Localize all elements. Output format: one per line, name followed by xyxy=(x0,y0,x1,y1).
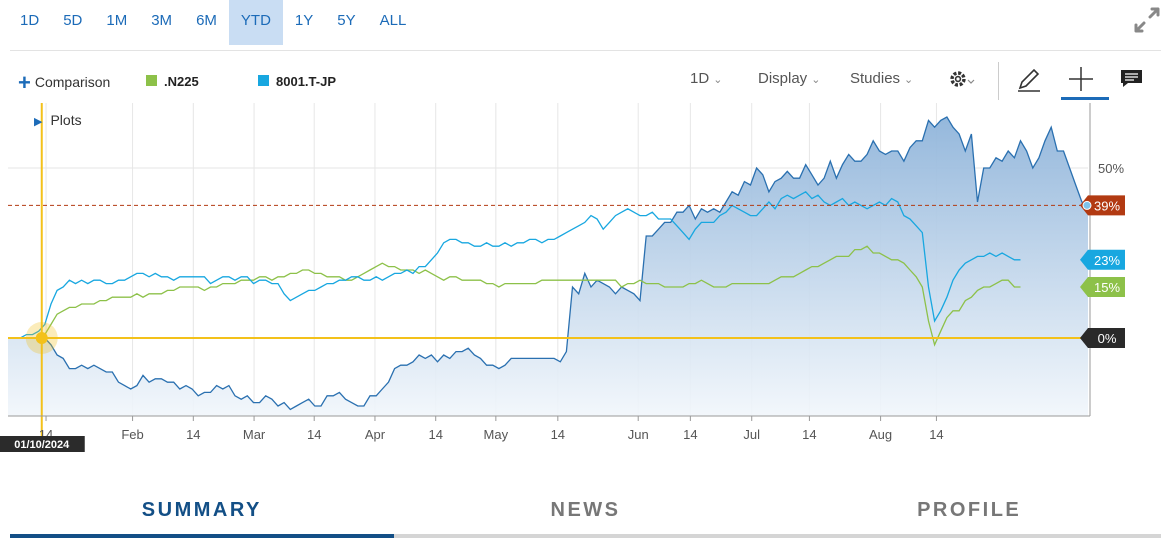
x-tick-label: 14 xyxy=(802,427,816,442)
price-chart[interactable]: 14 Feb 14 Mar 14 Apr 14 May 14 Jun 14 Jul 14 Aug 1450%… xyxy=(0,100,1171,460)
y-tick-label: 50% xyxy=(1098,161,1124,176)
x-tick-label: 14 xyxy=(428,427,442,442)
x-tick-label: 14 xyxy=(683,427,697,442)
value-badge xyxy=(1080,328,1125,348)
chart-toolbar: + Comparison .N225 8001.T-JP 1D ⌄ Display ⌄… xyxy=(0,60,1171,102)
value-badge xyxy=(1080,277,1125,297)
range-button-all[interactable]: ALL xyxy=(379,12,407,29)
interval-label: 1D xyxy=(690,70,710,87)
tab-profile[interactable]: PROFILE xyxy=(777,488,1162,538)
range-button-5y[interactable]: 5Y xyxy=(337,12,356,29)
x-tick-label: 14 xyxy=(929,427,943,442)
gear-icon[interactable] xyxy=(946,64,976,94)
main-series-line xyxy=(8,116,1089,411)
range-divider xyxy=(10,50,1161,51)
add-comparison-button[interactable]: + Comparison xyxy=(18,70,110,96)
legend-label: .N225 xyxy=(164,74,199,89)
value-badge xyxy=(1080,249,1125,270)
legend-item-8001[interactable]: 8001.T-JP xyxy=(258,74,336,89)
legend-label: 8001.T-JP xyxy=(276,74,336,89)
triangle-right-icon: ▶ xyxy=(34,116,43,128)
x-tick-label: Jun xyxy=(628,427,649,442)
legend-swatch xyxy=(258,75,269,86)
studies-label: Studies xyxy=(850,70,901,87)
studies-dropdown[interactable]: Studies ⌄ xyxy=(850,70,913,87)
value-badge-label: 0% xyxy=(1098,331,1117,346)
crosshair-icon[interactable] xyxy=(1066,64,1096,94)
chevron-down-icon: ⌄ xyxy=(713,74,723,86)
display-label: Display xyxy=(758,70,808,87)
series-line-comp xyxy=(8,190,1021,339)
x-tick-label: Mar xyxy=(243,427,266,442)
expand-icon[interactable] xyxy=(1133,6,1161,34)
range-button-1d[interactable]: 1D xyxy=(20,12,40,29)
bottom-tabs: SUMMARY NEWS PROFILE xyxy=(10,488,1162,538)
crosshair-active-indicator xyxy=(1061,97,1109,100)
tab-news[interactable]: NEWS xyxy=(393,488,778,538)
interval-dropdown[interactable]: 1D ⌄ xyxy=(690,70,722,87)
plots-label: Plots xyxy=(50,112,82,128)
comment-icon[interactable] xyxy=(1118,64,1148,94)
x-tick-label: Feb xyxy=(121,427,143,442)
range-button-3m[interactable]: 3M xyxy=(151,12,173,29)
x-tick-label: Jul xyxy=(743,427,760,442)
x-tick-label: 14 xyxy=(551,427,565,442)
x-tick-label: Apr xyxy=(365,427,386,442)
last-price-dot xyxy=(1082,200,1092,210)
x-tick-label: 14 xyxy=(186,427,200,442)
main-series-area xyxy=(8,117,1088,416)
legend-item-n225[interactable]: .N225 xyxy=(146,74,199,89)
value-badge-label: 23% xyxy=(1094,253,1120,268)
toolbar-separator xyxy=(998,62,999,100)
range-selector: 1D 5D 1M 3M 6M YTD 1Y 5Y ALL xyxy=(8,0,418,45)
x-tick-label: 14 xyxy=(307,427,321,442)
chevron-down-icon: ⌄ xyxy=(904,74,914,86)
range-button-1m[interactable]: 1M xyxy=(106,12,128,29)
x-tick-label: May xyxy=(484,427,509,442)
range-button-5d[interactable]: 5D xyxy=(63,12,83,29)
crosshair-date-label: 01/10/2024 xyxy=(14,439,70,451)
series-line-n225 xyxy=(8,245,1021,347)
comparison-label: Comparison xyxy=(34,74,111,90)
value-badge-label: 15% xyxy=(1094,280,1120,295)
value-badge-label: 39% xyxy=(1094,198,1120,213)
tab-summary[interactable]: SUMMARY xyxy=(10,488,394,538)
range-button-ytd[interactable]: YTD xyxy=(228,0,283,45)
plus-icon: + xyxy=(18,70,31,95)
crosshair-date-box xyxy=(0,436,85,452)
display-dropdown[interactable]: Display ⌄ xyxy=(758,70,820,87)
plots-toggle[interactable]: ▶ Plots xyxy=(34,112,82,128)
x-tick-label: Aug xyxy=(869,427,892,442)
range-button-6m[interactable]: 6M xyxy=(196,12,217,29)
range-button-1y[interactable]: 1Y xyxy=(294,12,314,29)
legend-swatch xyxy=(146,75,157,86)
chevron-down-icon: ⌄ xyxy=(811,74,821,86)
pencil-icon[interactable] xyxy=(1014,64,1044,94)
value-badge xyxy=(1080,195,1125,216)
crosshair-point xyxy=(35,332,48,344)
